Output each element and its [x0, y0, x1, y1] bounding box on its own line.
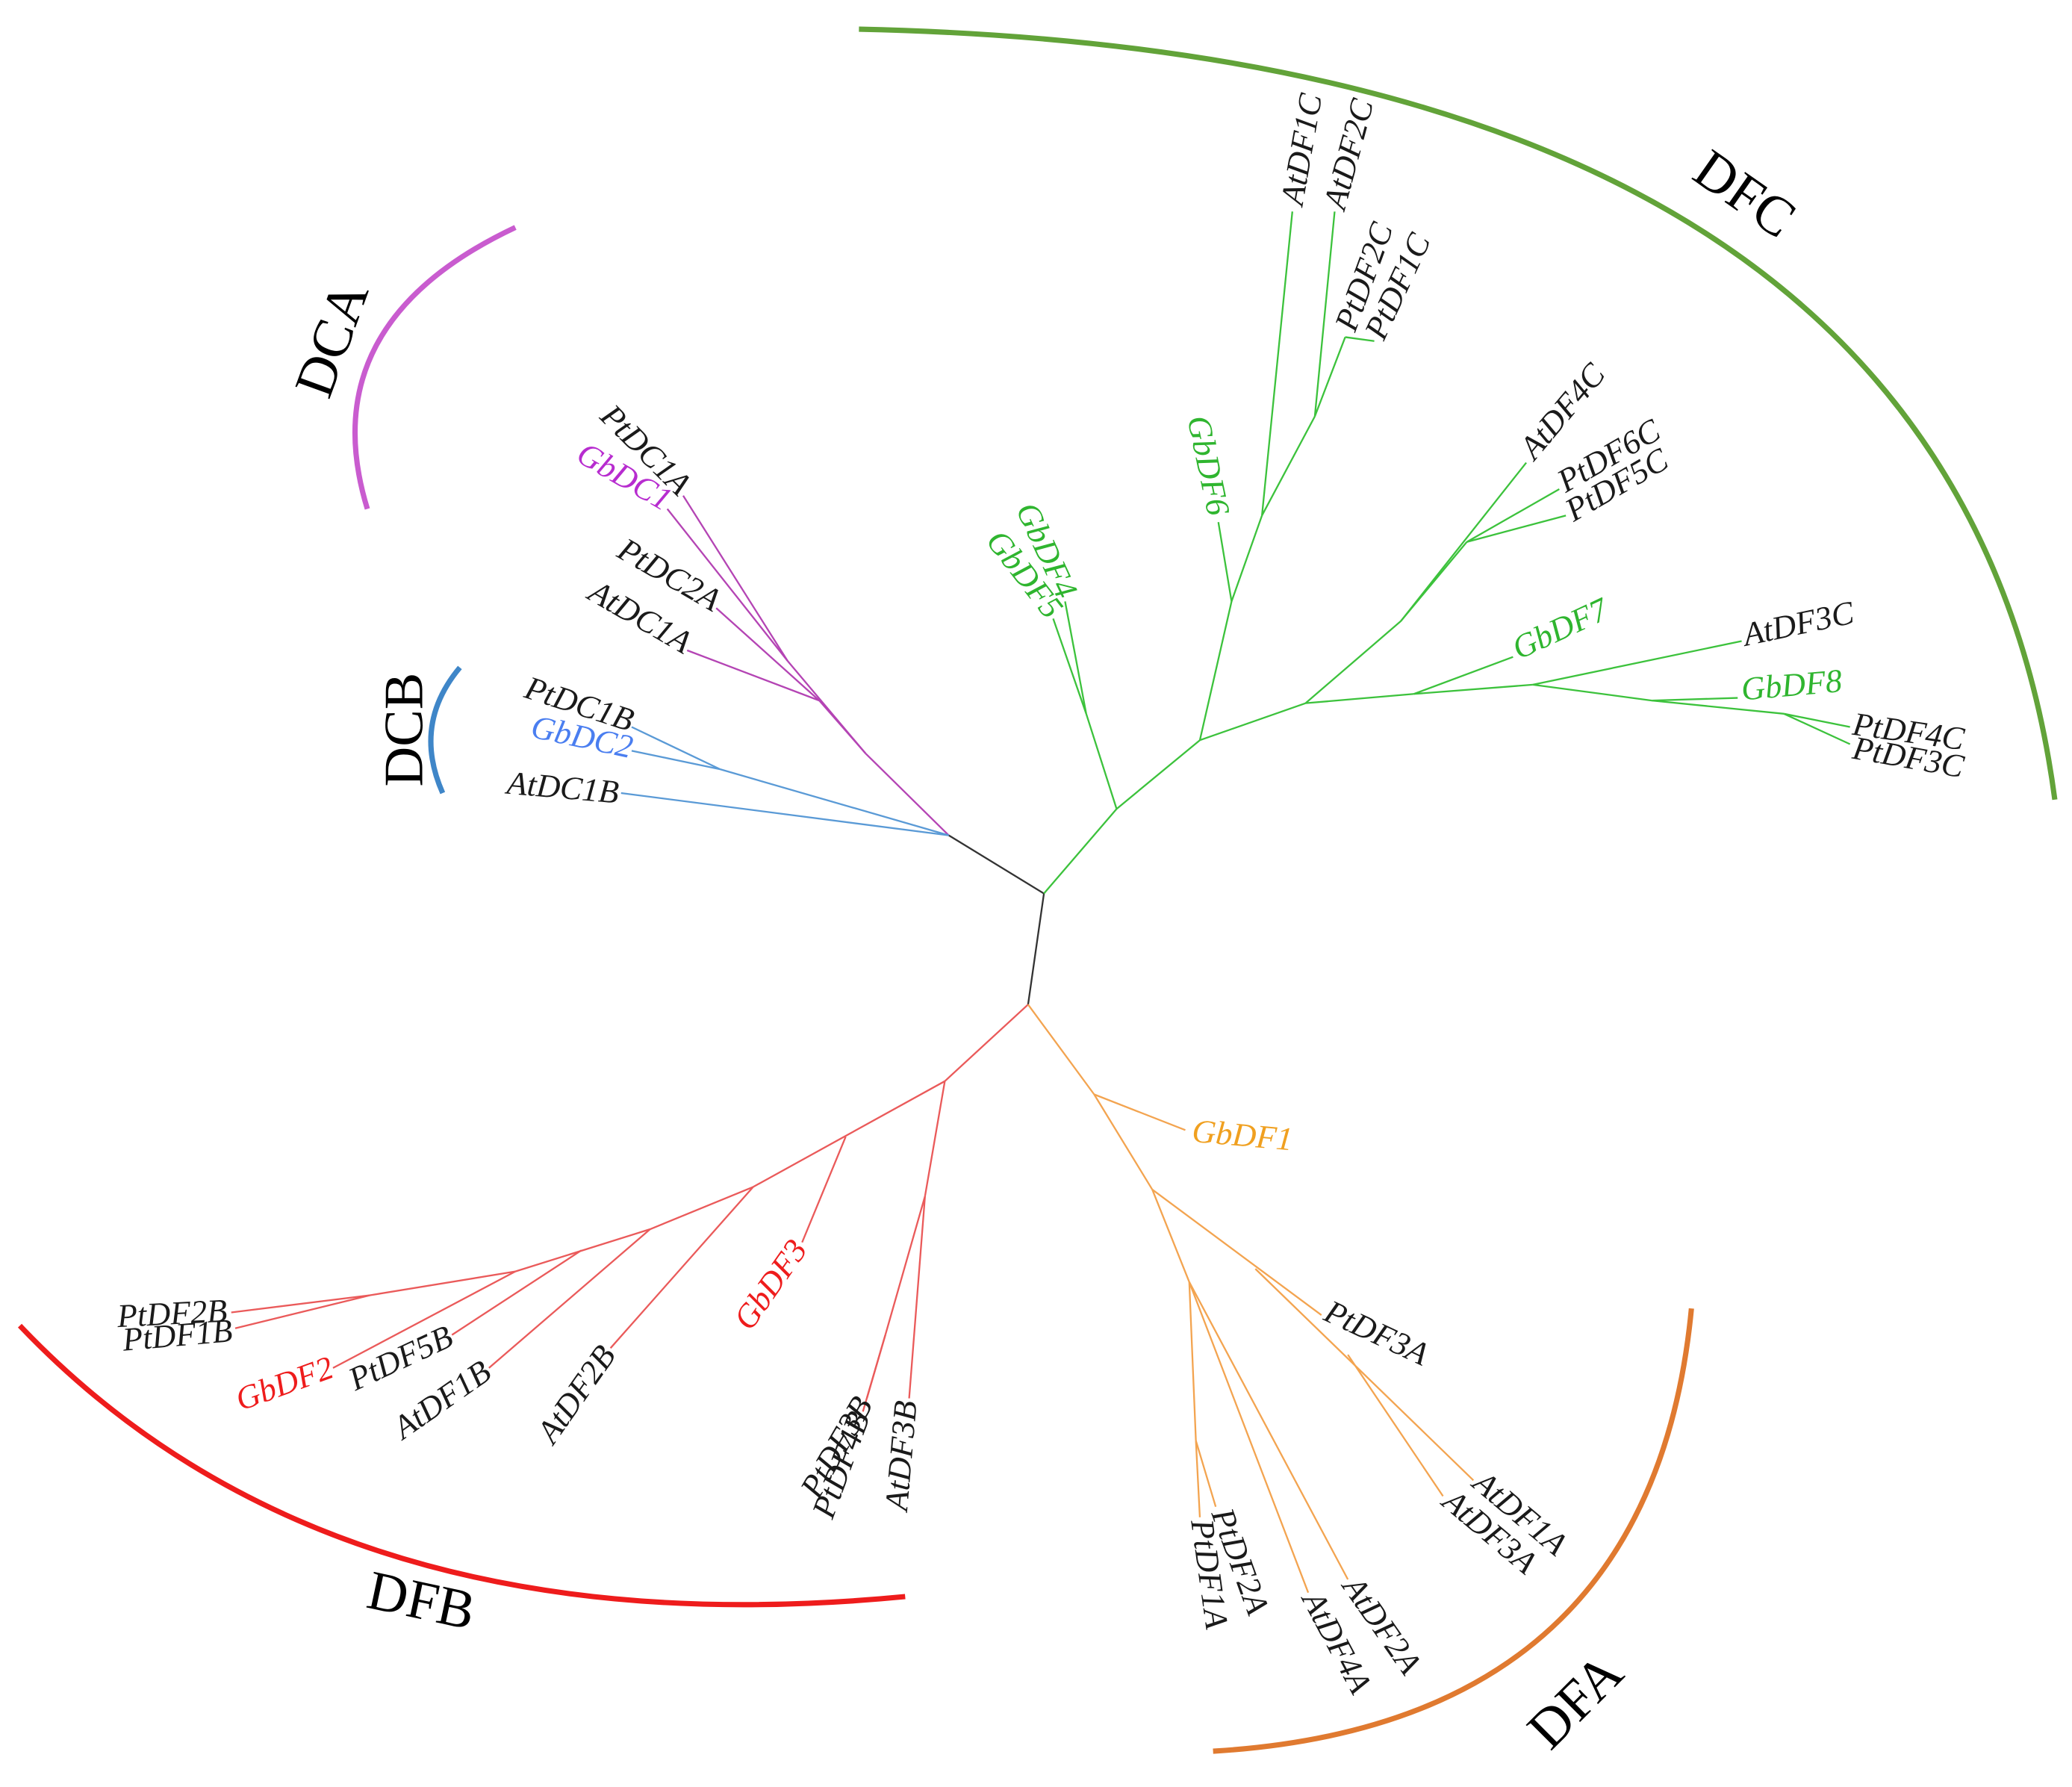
branch	[1305, 693, 1414, 704]
branch	[1231, 515, 1263, 602]
branch	[686, 649, 820, 702]
branch	[1151, 1189, 1190, 1283]
branch	[1151, 1189, 1322, 1316]
branch	[1093, 1093, 1154, 1190]
branch	[234, 1294, 370, 1329]
branch	[1195, 1441, 1201, 1517]
branch	[801, 1136, 847, 1243]
branch	[1413, 683, 1534, 695]
branch	[631, 726, 721, 771]
branch	[908, 1196, 926, 1399]
leaf-label: GbDF7	[1507, 590, 1615, 666]
branch	[1466, 488, 1560, 543]
branch	[862, 1334, 886, 1412]
branch	[1093, 1093, 1186, 1131]
branch	[1532, 640, 1742, 686]
branch	[231, 1294, 370, 1314]
branch	[488, 1228, 651, 1369]
leaf-label: PtDF2B	[116, 1292, 228, 1334]
branch	[944, 1004, 1029, 1082]
branch	[1116, 739, 1201, 810]
branch	[1198, 601, 1233, 741]
labels: AtDF1CAtDF2CPtDF2CPtDF1CGbDF6GbDF4GbDF5A…	[116, 90, 1967, 1761]
leaf-label: GbDF2	[231, 1349, 338, 1418]
leaf-label: AtDF3B	[878, 1399, 924, 1514]
branch	[1304, 621, 1401, 704]
clade-label: DCA	[283, 273, 381, 405]
clade-label: DFA	[1516, 1641, 1634, 1760]
branch	[1217, 522, 1233, 602]
leaf-label: GbDF8	[1740, 662, 1844, 708]
branch	[682, 495, 788, 662]
branch	[650, 1186, 754, 1231]
branch	[1783, 712, 1851, 745]
branch	[451, 1249, 582, 1336]
branch	[631, 750, 721, 771]
branch	[1400, 541, 1468, 622]
branch	[1347, 1354, 1444, 1497]
branch	[865, 753, 950, 836]
branch	[1195, 1440, 1217, 1508]
clade-arcs	[17, 26, 2058, 1754]
branch	[1313, 211, 1336, 417]
branch	[666, 508, 788, 662]
branch	[370, 1270, 516, 1296]
leaf-label: GbDF3	[727, 1233, 815, 1337]
leaf-label: AtDC1B	[503, 764, 620, 810]
leaf-label: AtDF3C	[1737, 594, 1857, 653]
branch	[332, 1270, 516, 1369]
clade-arc	[1213, 1308, 1694, 1754]
branch	[720, 768, 950, 836]
branch	[818, 700, 867, 754]
branches	[231, 211, 1851, 1594]
branch	[1260, 211, 1293, 516]
branch	[1188, 1281, 1349, 1580]
leaf-label: GbDF6	[1180, 412, 1236, 518]
branch	[514, 1228, 651, 1272]
branch	[1413, 656, 1513, 695]
branch	[1043, 808, 1118, 895]
branch	[1652, 699, 1785, 715]
branch	[924, 1081, 946, 1196]
leaf-label: AtDF2B	[529, 1338, 623, 1451]
branch	[1027, 893, 1045, 1005]
branch	[715, 607, 821, 701]
branch	[1345, 336, 1375, 342]
branch	[948, 834, 1045, 895]
branch	[1027, 1004, 1095, 1095]
branch	[1085, 713, 1118, 809]
branch	[1188, 1281, 1197, 1441]
branch	[1052, 618, 1087, 715]
branch	[1199, 702, 1306, 742]
clade-arc	[859, 26, 2058, 801]
branch	[1466, 515, 1567, 543]
branch	[1188, 1281, 1310, 1594]
branch	[753, 1080, 945, 1188]
branch	[1532, 683, 1652, 702]
branch	[1783, 712, 1850, 728]
clade-arc	[428, 665, 462, 795]
branch	[609, 1186, 754, 1349]
clade-arc	[352, 225, 517, 510]
leaf-label: GbDF1	[1191, 1113, 1295, 1158]
branch	[620, 792, 949, 836]
branch	[1261, 416, 1316, 516]
branch	[1313, 337, 1346, 417]
branch	[1254, 1268, 1475, 1482]
branch	[1652, 697, 1738, 702]
clade-label: DCB	[374, 673, 435, 787]
leaf-label: PtDF3A	[1319, 1293, 1435, 1373]
branch	[884, 1196, 926, 1335]
branch	[1064, 601, 1087, 715]
clade-arc	[17, 1323, 906, 1608]
